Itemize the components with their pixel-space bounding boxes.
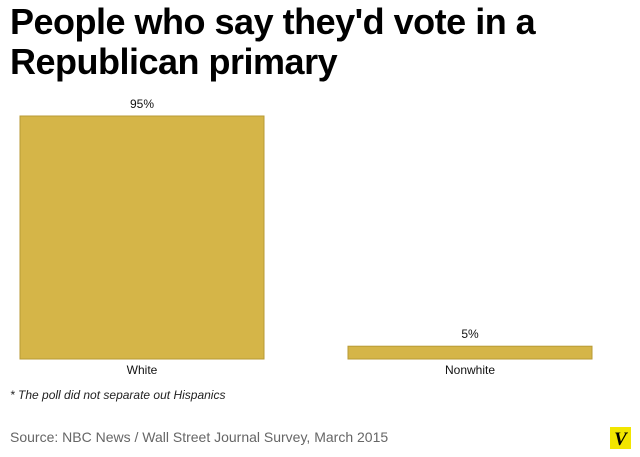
bar-chart: 95% White 5% Nonwhite bbox=[19, 97, 593, 377]
category-label-white: White bbox=[127, 363, 158, 377]
data-label-nonwhite: 5% bbox=[461, 327, 479, 341]
category-label-nonwhite: Nonwhite bbox=[445, 363, 495, 377]
bar-white bbox=[19, 115, 265, 360]
bar-nonwhite bbox=[347, 345, 593, 360]
footnote: * The poll did not separate out Hispanic… bbox=[10, 388, 226, 402]
vox-logo-icon: V bbox=[610, 427, 631, 449]
chart-title: People who say they'd vote in a Republic… bbox=[10, 1, 536, 82]
logo-letter: V bbox=[614, 429, 628, 449]
data-label-white: 95% bbox=[130, 97, 154, 111]
source-note: Source: NBC News / Wall Street Journal S… bbox=[10, 429, 389, 445]
